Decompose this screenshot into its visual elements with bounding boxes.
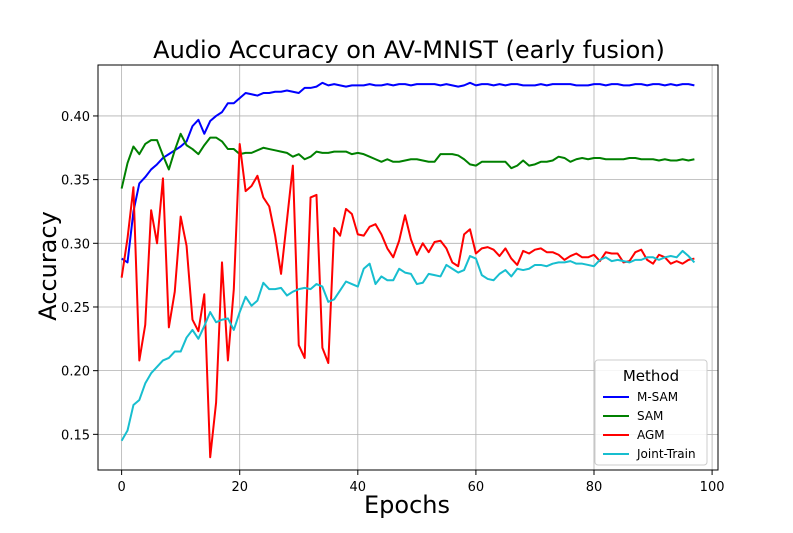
- x-tick-label: 0: [117, 480, 125, 495]
- chart-title: Audio Accuracy on AV-MNIST (early fusion…: [153, 36, 665, 64]
- series-line-joint-train: [120, 249, 696, 442]
- legend-title: Method: [623, 367, 679, 385]
- y-tick-label: 0.15: [61, 428, 90, 443]
- x-tick-label: 40: [350, 480, 367, 495]
- series-line-sam: [120, 132, 695, 189]
- series-line-m-sam: [121, 81, 695, 264]
- x-axis-label: Epochs: [364, 491, 450, 519]
- y-tick-label: 0.40: [61, 110, 90, 125]
- grid: [98, 65, 718, 470]
- legend-label-m-sam: M-SAM: [637, 390, 678, 404]
- legend-label-joint-train: Joint-Train: [636, 447, 696, 461]
- legend-label-sam: SAM: [637, 409, 663, 423]
- legend-label-agm: AGM: [637, 428, 665, 442]
- x-tick-label: 20: [231, 480, 248, 495]
- y-tick-label: 0.25: [61, 301, 90, 316]
- plot-frame: [97, 64, 719, 471]
- x-tick-label: 60: [468, 480, 485, 495]
- y-tick-label: 0.30: [61, 237, 90, 252]
- x-tick-label: 80: [586, 480, 603, 495]
- y-tick-label: 0.35: [61, 174, 90, 189]
- legend: Method M-SAM SAM AGM Joint-Train: [594, 359, 708, 466]
- axis-ticks: 0 20 40 60 80 100 0.15 0.20 0.25 0.30 0.35 0.40: [61, 110, 724, 495]
- y-axis-label: Accuracy: [34, 211, 62, 321]
- legend-box: [594, 359, 708, 466]
- y-tick-label: 0.20: [61, 365, 90, 380]
- x-tick-label: 100: [700, 480, 725, 495]
- series-lines: [120, 81, 696, 459]
